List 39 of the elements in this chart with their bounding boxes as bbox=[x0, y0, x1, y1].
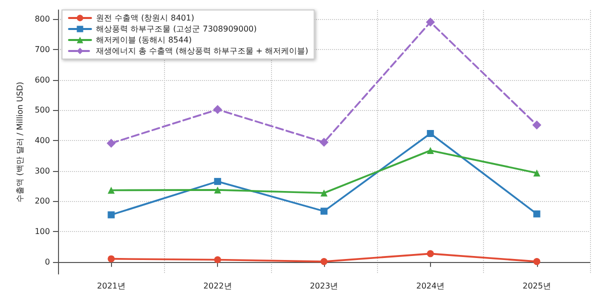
legend-label: 해저케이블 (동해시 8544) bbox=[96, 36, 192, 44]
point bbox=[426, 146, 434, 154]
point bbox=[213, 105, 222, 114]
legend-label: 해상풍력 하부구조물 (고성군 7308909000) bbox=[96, 24, 257, 34]
y-tick-label: 500 bbox=[34, 106, 50, 115]
point bbox=[320, 138, 328, 147]
y-tick-label: 0 bbox=[44, 257, 50, 266]
point bbox=[214, 186, 222, 194]
y-tick-label: 300 bbox=[34, 166, 50, 176]
point bbox=[108, 186, 115, 194]
point bbox=[320, 258, 328, 266]
x-tick-label: 2024년 bbox=[416, 282, 445, 290]
x-tick-label: 2021년 bbox=[97, 282, 126, 290]
point bbox=[214, 178, 222, 185]
point bbox=[108, 211, 115, 218]
y-tick-label: 400 bbox=[34, 136, 50, 145]
point bbox=[533, 258, 540, 266]
point bbox=[108, 255, 115, 262]
point bbox=[106, 138, 116, 148]
legend-label: 재생에너지 총 수출액 (해상풍력 하부구조물 + 해저케이블) bbox=[96, 46, 308, 56]
point bbox=[426, 250, 434, 258]
y-tick-label: 700 bbox=[34, 44, 50, 54]
y-tick-label: 800 bbox=[34, 14, 50, 24]
point bbox=[426, 130, 434, 138]
point bbox=[426, 18, 435, 27]
x-tick-label: 2022년 bbox=[203, 282, 232, 290]
y-tick-label: 600 bbox=[34, 75, 50, 84]
point bbox=[320, 208, 328, 215]
point bbox=[214, 256, 222, 264]
y-tick-label: 100 bbox=[34, 227, 50, 236]
point bbox=[320, 189, 328, 196]
x-tick-label: 2025년 bbox=[522, 282, 551, 290]
point bbox=[533, 169, 540, 176]
y-tick-label: 200 bbox=[34, 196, 50, 206]
point bbox=[533, 210, 540, 218]
y-axis-title: 수출액 (백만 달러 / Million USD) bbox=[15, 82, 24, 202]
point bbox=[532, 120, 542, 130]
x-tick-label: 2023년 bbox=[310, 282, 338, 290]
legend-label: 원전 수출액 (창원시 8401) bbox=[96, 14, 194, 22]
